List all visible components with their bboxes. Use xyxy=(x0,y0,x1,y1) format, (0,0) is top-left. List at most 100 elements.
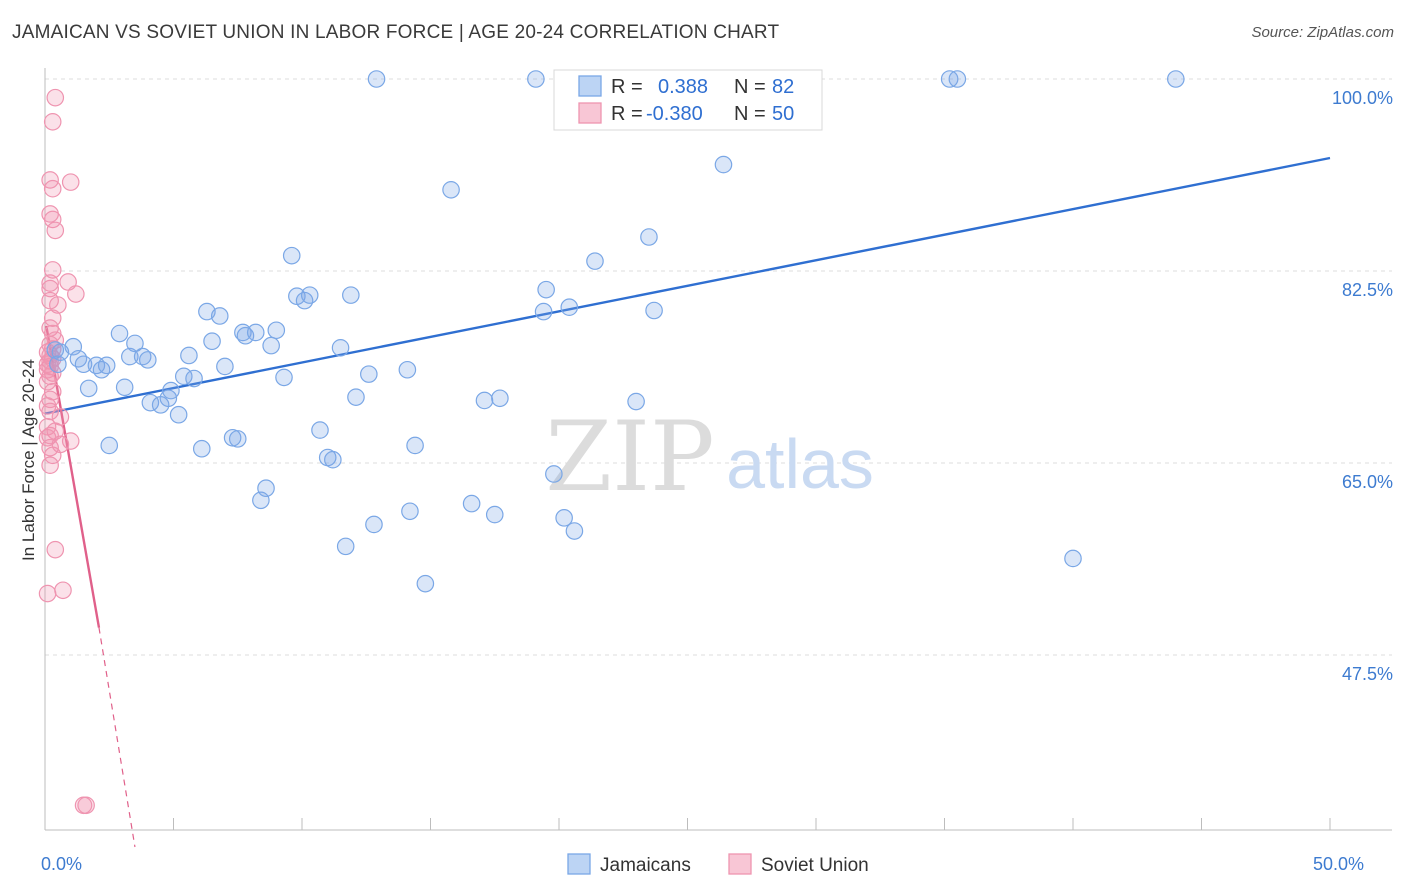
point-jamaicans xyxy=(169,405,188,424)
point-soviet-union xyxy=(43,112,62,131)
point-jamaicans xyxy=(416,574,435,593)
trend-line-soviet-union xyxy=(45,325,101,628)
legend-swatch-jamaicans xyxy=(578,75,602,97)
point-jamaicans xyxy=(586,252,604,270)
point-jamaicans xyxy=(640,228,658,246)
point-soviet-union xyxy=(41,402,59,421)
point-jamaicans xyxy=(141,393,160,412)
point-jamaicans xyxy=(228,430,247,448)
point-jamaicans xyxy=(121,347,139,366)
point-jamaicans xyxy=(365,515,383,534)
point-soviet-union xyxy=(43,309,62,327)
point-jamaicans xyxy=(210,307,229,325)
point-jamaicans xyxy=(1167,70,1185,88)
x-tick-label: 0.0% xyxy=(41,854,82,874)
point-jamaicans xyxy=(645,301,663,320)
legend-r-value: 0.388 xyxy=(658,76,708,98)
point-jamaicans xyxy=(336,537,355,556)
y-tick-label: 65.0% xyxy=(1342,472,1393,492)
legend-n-value: 82 xyxy=(772,76,794,98)
point-jamaicans xyxy=(133,347,152,366)
point-soviet-union xyxy=(41,274,59,292)
point-jamaicans xyxy=(295,291,314,310)
legend-n-label: N = xyxy=(734,103,766,125)
point-jamaicans xyxy=(139,351,157,369)
point-jamaicans xyxy=(398,360,417,379)
point-jamaicans xyxy=(475,391,494,410)
x-tick-label: 50.0% xyxy=(1313,854,1364,874)
point-soviet-union xyxy=(54,581,72,600)
legend-r-value: -0.380 xyxy=(646,103,703,125)
legend-bottom: Jamaicans Soviet Union xyxy=(567,853,869,876)
point-jamaicans xyxy=(347,388,365,406)
point-jamaicans xyxy=(275,368,293,387)
point-soviet-union xyxy=(77,796,95,815)
point-jamaicans xyxy=(360,365,378,383)
point-jamaicans xyxy=(262,336,280,355)
point-jamaicans xyxy=(267,321,286,340)
point-soviet-union xyxy=(41,279,59,298)
legend-top: R = 0.388 N = 82 R = -0.380 N = 50 xyxy=(553,69,823,131)
point-jamaicans xyxy=(126,334,144,353)
data-points xyxy=(38,70,1185,815)
point-jamaicans xyxy=(203,332,221,351)
point-jamaicans xyxy=(79,379,98,398)
point-jamaicans xyxy=(180,346,198,365)
point-jamaicans xyxy=(257,479,275,498)
point-jamaicans xyxy=(162,381,180,400)
legend-r-label: R = xyxy=(611,103,643,125)
point-jamaicans xyxy=(565,522,584,540)
point-soviet-union xyxy=(43,210,62,229)
point-jamaicans xyxy=(74,355,93,374)
point-jamaicans xyxy=(537,280,555,299)
point-jamaicans xyxy=(192,439,211,458)
point-jamaicans xyxy=(236,326,255,345)
point-jamaicans xyxy=(555,509,573,527)
point-jamaicans xyxy=(282,246,301,265)
point-soviet-union xyxy=(46,540,65,559)
point-soviet-union xyxy=(43,261,62,279)
legend-swatch-jamaicans xyxy=(567,853,591,875)
point-soviet-union xyxy=(46,88,65,107)
point-jamaicans xyxy=(401,502,419,521)
point-soviet-union xyxy=(38,584,57,603)
point-jamaicans xyxy=(246,323,265,342)
point-jamaicans xyxy=(311,421,329,439)
watermark-atlas: atlas xyxy=(726,425,874,503)
point-jamaicans xyxy=(110,324,129,343)
point-soviet-union xyxy=(67,285,85,303)
point-jamaicans xyxy=(300,286,319,304)
y-tick-label: 82.5% xyxy=(1342,280,1393,300)
point-jamaicans xyxy=(97,356,116,375)
point-jamaicans xyxy=(69,349,88,368)
point-jamaicans xyxy=(491,389,509,408)
point-jamaicans xyxy=(342,286,360,304)
point-jamaicans xyxy=(627,392,645,411)
point-jamaicans xyxy=(324,450,342,469)
legend-label-jamaicans: Jamaicans xyxy=(600,855,691,876)
watermark-zip: ZIP xyxy=(545,401,714,513)
point-soviet-union xyxy=(61,432,80,450)
point-jamaicans xyxy=(485,505,504,524)
legend-swatch-soviet-union xyxy=(728,853,752,875)
source-label: Source: ZipAtlas.com xyxy=(1251,24,1394,41)
point-jamaicans xyxy=(100,436,119,455)
point-soviet-union xyxy=(46,221,65,240)
point-jamaicans xyxy=(174,367,193,386)
y-tick-label: 100.0% xyxy=(1332,88,1393,108)
legend-swatch-soviet-union xyxy=(578,102,602,124)
point-jamaicans xyxy=(442,181,460,199)
chart-title: JAMAICAN VS SOVIET UNION IN LABOR FORCE … xyxy=(12,22,780,43)
point-jamaicans xyxy=(49,355,67,374)
point-jamaicans xyxy=(714,155,733,174)
tick-labels: 100.0% 82.5% 65.0% 47.5% 0.0% 50.0% xyxy=(41,88,1393,874)
point-jamaicans xyxy=(560,298,579,317)
trend-lines xyxy=(44,156,1331,848)
watermark: ZIP atlas xyxy=(545,401,874,513)
point-soviet-union xyxy=(43,364,62,382)
legend-n-label: N = xyxy=(734,76,766,98)
point-soviet-union xyxy=(38,373,57,391)
point-soviet-union xyxy=(61,173,80,191)
trend-line-jamaicans xyxy=(44,156,1331,415)
